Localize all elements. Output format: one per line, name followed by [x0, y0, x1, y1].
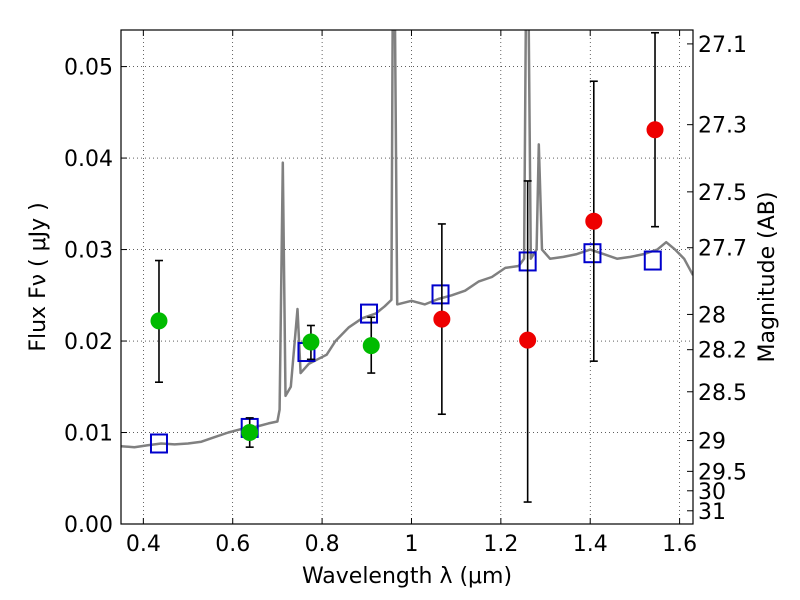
y-tick-label: 0.00: [64, 513, 113, 538]
right-tick-label: 27.3: [698, 114, 747, 139]
y-tick-label: 0.02: [64, 330, 113, 355]
model-square: [583, 243, 602, 264]
plot-area: [121, 30, 693, 503]
data-point: [362, 337, 380, 355]
data-point: [519, 331, 537, 349]
x-tick-label: 0.4: [126, 532, 161, 557]
right-tick-label: 31: [698, 500, 726, 525]
y-tick-label: 0.01: [64, 422, 113, 447]
right-tick-label: 28: [698, 303, 726, 328]
x-axis-label: Wavelength λ (μm): [302, 564, 512, 589]
model-square: [431, 284, 450, 305]
model-square: [643, 250, 662, 271]
right-tick-label: 29.5: [698, 460, 747, 485]
x-tick-label: 0.8: [305, 532, 340, 557]
spectrum-line: [121, 30, 693, 449]
grid: [121, 30, 693, 525]
x-tick-label: 1.4: [573, 532, 608, 557]
y-tick-label: 0.03: [64, 239, 113, 264]
right-tick-label: 30: [698, 480, 726, 505]
x-tick-label: 0.6: [215, 532, 250, 557]
plot-frame: [120, 29, 694, 525]
y-tick-label: 0.05: [64, 56, 113, 81]
right-axis-label: Magnitude (AB): [755, 192, 780, 363]
data-point: [241, 424, 259, 442]
model-square: [149, 433, 168, 454]
right-tick-label: 27.1: [698, 33, 747, 58]
y-axis-label: Flux Fν ( μJy ): [26, 202, 51, 351]
data-point: [433, 310, 451, 328]
right-tick-label: 27.5: [698, 181, 747, 206]
x-tick-label: 1.2: [483, 532, 518, 557]
right-tick-label: 27.7: [698, 237, 747, 262]
right-tick-label: 28.5: [698, 381, 747, 406]
model-square: [360, 303, 379, 324]
data-point: [646, 121, 664, 139]
right-tick-label: 29: [698, 430, 726, 455]
data-point: [302, 333, 320, 351]
data-point: [585, 212, 603, 230]
x-tick-label: 1.6: [662, 532, 697, 557]
data-point: [150, 312, 168, 330]
y-tick-label: 0.04: [64, 147, 113, 172]
x-tick-label: 1: [404, 532, 418, 557]
right-tick-label: 28.2: [698, 339, 747, 364]
axis-ticks: 0.4 0.6 0.8 1 1.2 1.4 1.6 0.00 0.01 0.02 0.03 0.04 0…: [64, 30, 747, 557]
